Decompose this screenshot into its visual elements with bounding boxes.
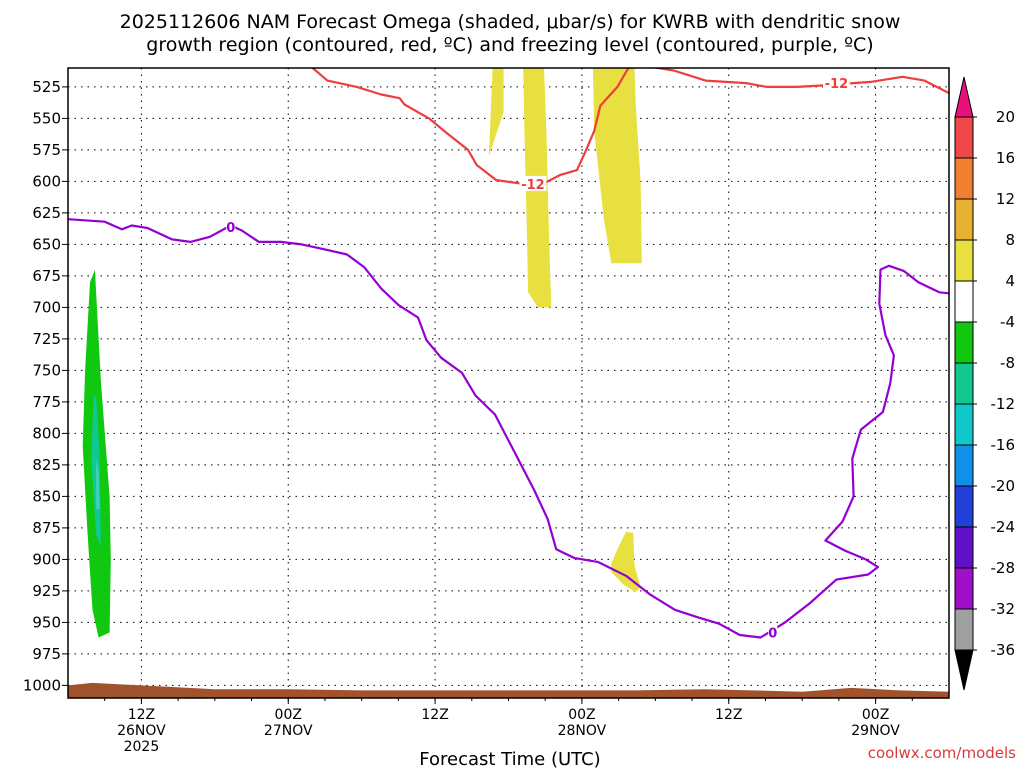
colorbar-box bbox=[954, 239, 974, 282]
x-tick-date: 26NOV bbox=[117, 723, 166, 739]
colorbar-box bbox=[954, 157, 974, 200]
colorbar-box bbox=[954, 280, 974, 323]
y-tick-label: 700 bbox=[32, 298, 61, 316]
freezing-label-2: 0 bbox=[768, 626, 777, 641]
y-tick-label: 575 bbox=[32, 141, 61, 159]
x-tick-time: 12Z bbox=[128, 707, 155, 723]
omega-layer bbox=[82, 68, 642, 638]
freezing-label-2-bg bbox=[768, 624, 778, 640]
y-tick-label: 875 bbox=[32, 519, 61, 537]
y-tick-label: 625 bbox=[32, 204, 61, 222]
colorbar-top-arrow bbox=[954, 76, 974, 118]
terrain-area bbox=[68, 682, 949, 698]
x-tick-date: 27NOV bbox=[264, 723, 313, 739]
x-tick-date: 29NOV bbox=[851, 723, 900, 739]
y-tick-label: 550 bbox=[32, 109, 61, 127]
colorbar-box bbox=[954, 608, 974, 651]
y-tick-label: 525 bbox=[32, 78, 61, 96]
contour-layer: 0 0 -12 -12 bbox=[68, 68, 949, 641]
y-tick-label: 800 bbox=[32, 424, 61, 442]
y-tick-label: 650 bbox=[32, 235, 61, 253]
x-tick-year: 2025 bbox=[124, 739, 160, 755]
y-tick-label: 950 bbox=[32, 613, 61, 631]
cyan-core bbox=[96, 458, 100, 509]
x-tick-time: 12Z bbox=[421, 707, 448, 723]
y-tick-label: 900 bbox=[32, 550, 61, 568]
y-tick-label: 675 bbox=[32, 267, 61, 285]
colorbar-label: -32 bbox=[991, 600, 1016, 618]
colorbar-label: 8 bbox=[1005, 231, 1015, 249]
colorbar-label: -16 bbox=[991, 436, 1016, 454]
colorbar-box bbox=[954, 198, 974, 241]
dgz-label-1-bg bbox=[519, 175, 547, 191]
colorbar-label: 4 bbox=[1005, 272, 1015, 290]
x-tick-time: 12Z bbox=[715, 707, 742, 723]
y-tick-label: 925 bbox=[32, 582, 61, 600]
credit-text: coolwx.com/models bbox=[868, 744, 1016, 762]
colorbar-label: 12 bbox=[996, 190, 1015, 208]
freezing-label-1-bg bbox=[226, 218, 236, 234]
dgz-label-2: -12 bbox=[825, 77, 849, 92]
colorbar-label: -36 bbox=[991, 641, 1016, 659]
colorbar-box bbox=[954, 321, 974, 364]
colorbar-box bbox=[954, 526, 974, 569]
chart-title-line2: growth region (contoured, red, ºC) and f… bbox=[146, 34, 873, 56]
colorbar-bottom-arrow bbox=[954, 649, 974, 691]
x-tick-time: 00Z bbox=[568, 707, 595, 723]
colorbar-box bbox=[954, 485, 974, 528]
terrain-layer bbox=[68, 682, 949, 698]
dgz-label-1: -12 bbox=[521, 178, 545, 193]
freezing-label-1: 0 bbox=[226, 221, 235, 236]
colorbar-box bbox=[954, 444, 974, 487]
x-tick-time: 00Z bbox=[862, 707, 889, 723]
colorbar-box bbox=[954, 567, 974, 610]
y-tick-label: 975 bbox=[32, 645, 61, 663]
y-tick-label: 725 bbox=[32, 330, 61, 348]
colorbar-label: -24 bbox=[991, 518, 1016, 536]
y-axis: 525 550 575 600 625 650 675 700 725 750 775 800 825 8… bbox=[23, 78, 68, 694]
colorbar-box bbox=[954, 403, 974, 446]
yellow-column-left bbox=[488, 68, 504, 157]
freezing-level-line bbox=[68, 218, 949, 639]
chart-title-line1: 2025112606 NAM Forecast Omega (shaded, μ… bbox=[120, 11, 901, 33]
x-tick-date: 28NOV bbox=[558, 723, 607, 739]
colorbar-label: -8 bbox=[1000, 354, 1015, 372]
yellow-column-right bbox=[592, 68, 642, 264]
colorbar-label: 20 bbox=[996, 108, 1015, 126]
x-axis-title: Forecast Time (UTC) bbox=[419, 749, 600, 768]
colorbar-label: -20 bbox=[991, 477, 1016, 495]
dgz-line bbox=[311, 68, 949, 185]
colorbar-label: -12 bbox=[991, 395, 1016, 413]
y-tick-label: 1000 bbox=[23, 676, 61, 694]
y-tick-label: 775 bbox=[32, 393, 61, 411]
y-tick-label: 600 bbox=[32, 172, 61, 190]
colorbar-box bbox=[954, 362, 974, 405]
colorbar-box bbox=[954, 116, 974, 159]
colorbar-label: 16 bbox=[996, 149, 1015, 167]
y-tick-label: 850 bbox=[32, 487, 61, 505]
y-tick-label: 825 bbox=[32, 456, 61, 474]
colorbar-label: -4 bbox=[1000, 313, 1015, 331]
colorbar-label: -28 bbox=[991, 559, 1016, 577]
colorbar: 20 16 12 8 4 -4 -8 -12 -16 -20 -24 -28 -32 -36 bbox=[954, 76, 1016, 691]
plot-frame bbox=[67, 67, 950, 699]
y-tick-label: 750 bbox=[32, 361, 61, 379]
x-tick-time: 00Z bbox=[275, 707, 302, 723]
dgz-label-2-bg bbox=[822, 75, 850, 91]
yellow-patch-low bbox=[611, 531, 641, 593]
gridlines bbox=[68, 68, 949, 698]
